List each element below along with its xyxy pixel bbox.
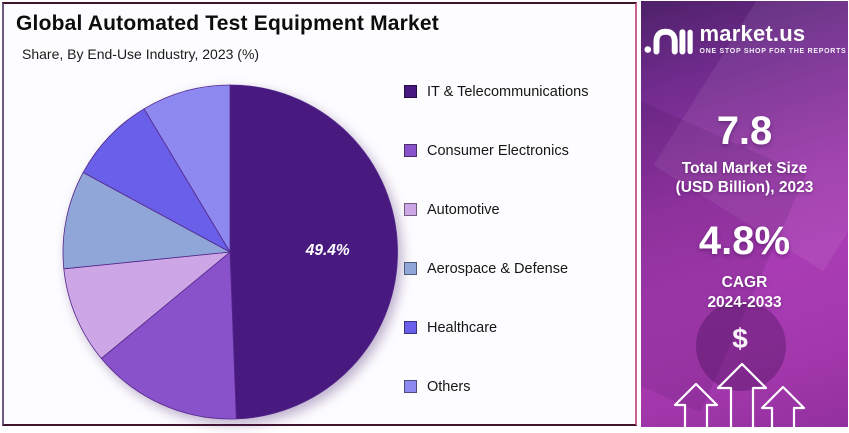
chart-panel: Global Automated Test Equipment Market S… [2,2,637,426]
legend-item-others: Others [404,357,629,416]
pie-slice-aerospace-defense [62,171,232,270]
legend-label: Others [427,378,471,395]
brand-logo: market.us ONE STOP SHOP FOR THE REPORTS [641,19,848,59]
pie-chart: 49.4% [62,84,398,420]
legend-label: Aerospace & Defense [427,260,569,277]
chart-subtitle: Share, By End-Use Industry, 2023 (%) [22,46,260,62]
legend-swatch [404,85,417,98]
legend-label: IT & Telecommunications [427,83,589,100]
brand-sidebar: market.us ONE STOP SHOP FOR THE REPORTS … [641,1,848,427]
dollar-icon: $ [732,323,748,354]
market-size-label: Total Market Size (USD Billion), 2023 [641,159,848,198]
market-size-value: 7.8 [716,109,773,153]
legend-swatch [404,144,417,157]
legend-item-healthcare: Healthcare [404,298,629,357]
cagr-label-line1: CAGR [721,274,768,291]
pie-slice-healthcare [82,108,232,254]
market-us-wave-logo-icon [644,28,693,55]
sidebar-texture-circle [696,301,786,391]
growth-arrows-icon [673,362,806,427]
brand-tagline: ONE STOP SHOP FOR THE REPORTS [699,48,847,55]
market-size-label-line1: Total Market Size [681,160,808,177]
legend-label: Automotive [427,201,500,218]
legend-label: Healthcare [427,319,498,336]
cagr-label-line2: 2024-2033 [707,294,782,312]
legend-swatch [404,203,417,216]
chart-legend: IT & Telecommunications Consumer Electron… [404,62,629,416]
pie-slice-it-telecommunications [229,84,398,420]
cagr-label: CAGR 2024-2033 [641,273,848,313]
pie-slice-consumer-electronics [100,251,237,420]
legend-label: Consumer Electronics [427,142,569,159]
brand-name: market.us [699,21,806,46]
pie-slice-automotive [63,251,232,359]
legend-swatch [404,262,417,275]
pie-slice-value-label: 49.4% [305,242,350,259]
legend-item-automotive: Automotive [404,180,629,239]
pie-slice-others [143,84,231,254]
legend-swatch [404,380,417,393]
page-title: Global Automated Test Equipment Market [16,12,439,35]
cagr-value: 4.8% [698,219,791,263]
legend-item-consumer-electronics: Consumer Electronics [404,121,629,180]
market-size-label-line2: (USD Billion), 2023 [675,179,814,197]
legend-item-it-telecommunications: IT & Telecommunications [404,62,629,121]
legend-item-aerospace-defense: Aerospace & Defense [404,239,629,298]
legend-swatch [404,321,417,334]
